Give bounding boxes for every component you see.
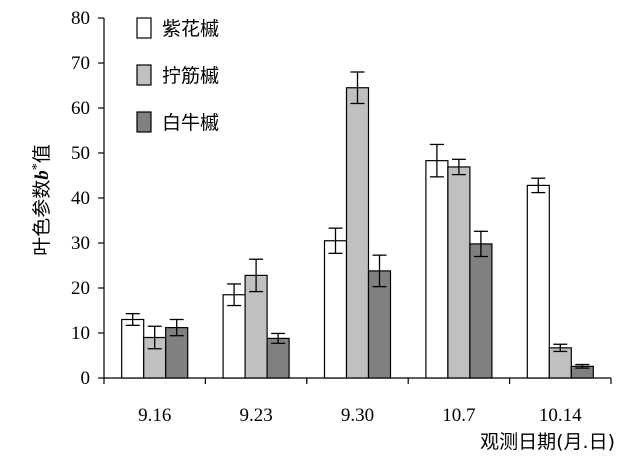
y-tick-label: 20	[71, 278, 90, 299]
x-tick-label: 9.30	[341, 405, 374, 426]
legend-swatch	[136, 111, 152, 133]
bar	[526, 184, 550, 379]
bar	[447, 166, 471, 379]
x-tick-label: 9.23	[239, 405, 272, 426]
bar	[222, 294, 246, 379]
legend-label: 白牛槭	[162, 112, 219, 134]
bar	[323, 240, 348, 379]
y-tick-label: 50	[71, 143, 90, 164]
y-tick-label: 40	[71, 188, 90, 209]
x-tick-label: 10.7	[442, 405, 475, 426]
y-axis-title-variable: b	[32, 170, 53, 180]
x-tick-label: 10.14	[539, 405, 582, 426]
y-tick-label: 30	[71, 233, 90, 254]
legend-label: 紫花槭	[162, 18, 219, 40]
x-axis-title: 观测日期(月.日)	[480, 431, 615, 453]
legend-swatch	[136, 17, 152, 39]
bar	[469, 243, 493, 379]
legend-swatch	[136, 64, 152, 86]
y-axis-title-prefix: 叶色参数	[31, 180, 53, 256]
y-tick-label: 10	[71, 323, 90, 344]
x-tick-label: 9.16	[138, 405, 171, 426]
bar	[548, 347, 572, 379]
y-tick-label: 60	[71, 98, 90, 119]
error-bars	[125, 71, 590, 369]
bar	[266, 337, 290, 379]
bar	[345, 87, 370, 379]
y-tick-label: 80	[71, 8, 90, 29]
y-axis-title-suffix: 值	[31, 144, 53, 163]
y-axis-title: 叶色参数b*值	[30, 144, 53, 256]
bar	[121, 318, 145, 379]
axes: 0 10 20 30 40 50 60 70 80 9.16 9.23 9.30 10.7 10.14	[71, 8, 612, 426]
y-tick-label: 0	[81, 368, 91, 389]
y-axis-title-superscript: *	[30, 163, 45, 170]
bar	[425, 160, 449, 379]
legend-label: 拧筋槭	[162, 65, 219, 87]
y-tick-label: 70	[71, 53, 90, 74]
